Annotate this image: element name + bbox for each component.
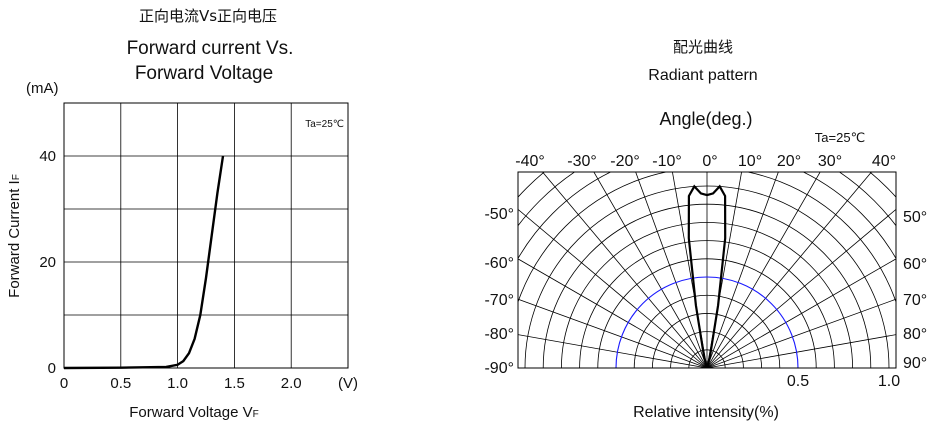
polar-left-angle-label: -70°	[484, 292, 514, 309]
iv-title-line1: Forward current Vs.	[127, 38, 294, 59]
iv-y-tick-label: 20	[39, 254, 56, 271]
polar-ring	[542, 203, 872, 368]
polar-angle-labels: -40° -30° -20° -10° 0° 10° 20° 30° 40° -50° -60° -7…	[484, 153, 927, 390]
polar-radius-label: 1.0	[878, 373, 900, 390]
iv-grid	[64, 103, 348, 368]
iv-x-unit: (V)	[338, 375, 358, 392]
iv-y-tick-label: 40	[39, 148, 56, 165]
polar-ring	[688, 349, 726, 368]
polar-left-angle-label: -80°	[484, 326, 514, 343]
iv-chart: 正向电流Vs正向电压 Forward current Vs. Forward V…	[6, 7, 358, 421]
polar-right-angle-label: 50°	[903, 209, 927, 226]
polar-top-angle-label: 30°	[818, 153, 842, 170]
polar-grid	[518, 172, 896, 368]
polar-top-angle-label: -30°	[567, 153, 597, 170]
iv-plot-frame	[63, 102, 349, 369]
iv-x-axis-label-main: Forward Voltage V	[129, 404, 252, 421]
polar-ring	[652, 313, 762, 368]
polar-ring	[670, 331, 744, 368]
polar-ring	[518, 172, 896, 304]
polar-right-angle-label: 60°	[903, 256, 927, 273]
polar-series-line	[687, 184, 727, 368]
polar-title: Radiant pattern	[648, 67, 757, 84]
polar-highlight-ring	[615, 276, 799, 368]
iv-x-axis-label-sub: F	[253, 409, 259, 420]
iv-x-tick-label: 1.5	[224, 375, 245, 392]
iv-temperature-note: Ta=25℃	[305, 119, 344, 130]
iv-title-cn: 正向电流Vs正向电压	[139, 7, 277, 25]
polar-right-angle-label: 80°	[903, 326, 927, 343]
polar-top-angle-label: 0°	[702, 153, 717, 170]
polar-top-angle-label: -20°	[610, 153, 640, 170]
iv-y-tick-label: 0	[48, 360, 56, 377]
polar-ring	[561, 222, 853, 368]
polar-series-group	[687, 184, 727, 368]
polar-ring	[579, 240, 835, 368]
iv-tick-labels: 0 0.5 1.0 1.5 2.0 0 20 40	[39, 148, 301, 392]
iv-x-tick-label: 2.0	[281, 375, 302, 392]
polar-right-angle-label: 70°	[903, 292, 927, 309]
iv-title-line2: Forward Voltage	[135, 63, 273, 84]
polar-top-angle-label: 20°	[777, 153, 801, 170]
iv-y-unit: (mA)	[26, 80, 59, 97]
polar-ring	[524, 185, 890, 368]
iv-x-axis-label: Forward Voltage VF	[129, 404, 259, 421]
polar-title-cn: 配光曲线	[673, 38, 733, 56]
iv-x-tick-label: 0.5	[110, 375, 131, 392]
polar-top-angle-label: -10°	[652, 153, 682, 170]
polar-ring	[633, 294, 781, 368]
iv-y-axis-label-main: Forward Current I	[6, 180, 23, 298]
polar-top-angle-label: 10°	[738, 153, 762, 170]
polar-angle-title: Angle(deg.)	[659, 109, 752, 129]
iv-x-tick-label: 1.0	[167, 375, 188, 392]
polar-top-angle-label: 40°	[872, 153, 896, 170]
polar-ring	[597, 258, 817, 368]
polar-radius-label: 0.5	[787, 373, 809, 390]
polar-temperature-note: Ta=25℃	[815, 130, 865, 145]
iv-y-axis-label: Forward Current IF	[6, 174, 23, 298]
polar-left-angle-label: -50°	[484, 206, 514, 223]
radiant-pattern-chart: 配光曲线 Radiant pattern Angle(deg.) Ta=25℃ …	[484, 38, 927, 421]
iv-series-line	[63, 155, 225, 370]
polar-top-angle-label: -40°	[515, 153, 545, 170]
polar-left-angle-label: -60°	[484, 255, 514, 272]
iv-y-axis-label-sub: F	[11, 174, 22, 180]
polar-right-angle-label: 90°	[903, 355, 927, 372]
iv-x-tick-label: 0	[60, 375, 68, 392]
polar-x-axis-label: Relative intensity(%)	[633, 404, 779, 421]
polar-left-angle-label: -90°	[484, 360, 514, 377]
